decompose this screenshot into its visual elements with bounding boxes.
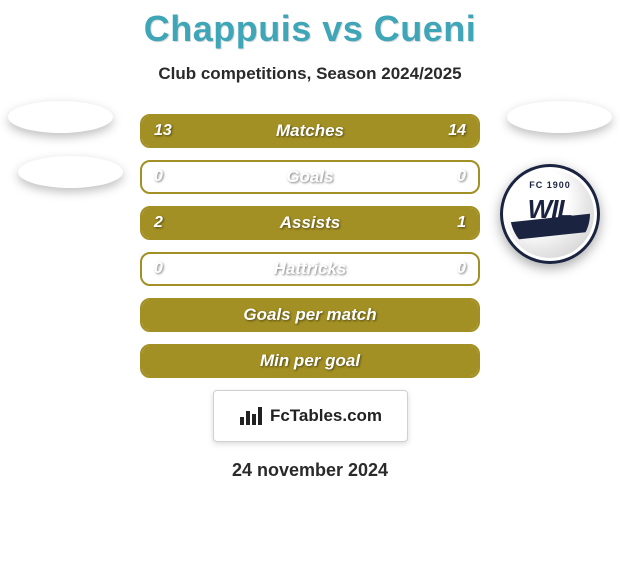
page-title: Chappuis vs Cueni — [0, 0, 620, 50]
stat-label: Assists — [280, 213, 340, 233]
brand-badge[interactable]: FcTables.com — [213, 390, 408, 442]
player-left-badge-1 — [8, 101, 113, 133]
stat-value-right: 1 — [457, 214, 466, 232]
stat-row: Min per goal — [140, 344, 480, 378]
stat-value-right: 14 — [448, 122, 466, 140]
stat-row: Goals per match — [140, 298, 480, 332]
stat-label: Matches — [276, 121, 344, 141]
stat-row: 0 0 Hattricks — [140, 252, 480, 286]
stat-value-right: 0 — [457, 168, 466, 186]
player-right-badge-1 — [507, 101, 612, 133]
footer-date: 24 november 2024 — [0, 460, 620, 481]
brand-text: FcTables.com — [270, 406, 382, 426]
stat-label: Goals — [286, 167, 333, 187]
stat-value-right: 0 — [457, 260, 466, 278]
page-subtitle: Club competitions, Season 2024/2025 — [0, 64, 620, 84]
stats-area: FC 1900 WIL 13 14 Matches 0 0 Goals 2 1 Assists 0… — [0, 114, 620, 378]
club-logo-smalltext: FC 1900 — [510, 180, 590, 190]
stat-value-left: 0 — [154, 260, 163, 278]
stat-value-left: 13 — [154, 122, 172, 140]
bar-chart-icon — [238, 405, 264, 427]
player-left-badge-2 — [18, 156, 123, 188]
club-logo: FC 1900 WIL — [500, 164, 600, 264]
stat-row: 2 1 Assists — [140, 206, 480, 240]
stat-value-left: 2 — [154, 214, 163, 232]
stat-value-left: 0 — [154, 168, 163, 186]
stat-row: 0 0 Goals — [140, 160, 480, 194]
stat-label: Goals per match — [243, 305, 376, 325]
stat-label: Min per goal — [260, 351, 360, 371]
stat-label: Hattricks — [274, 259, 347, 279]
stat-row: 13 14 Matches — [140, 114, 480, 148]
